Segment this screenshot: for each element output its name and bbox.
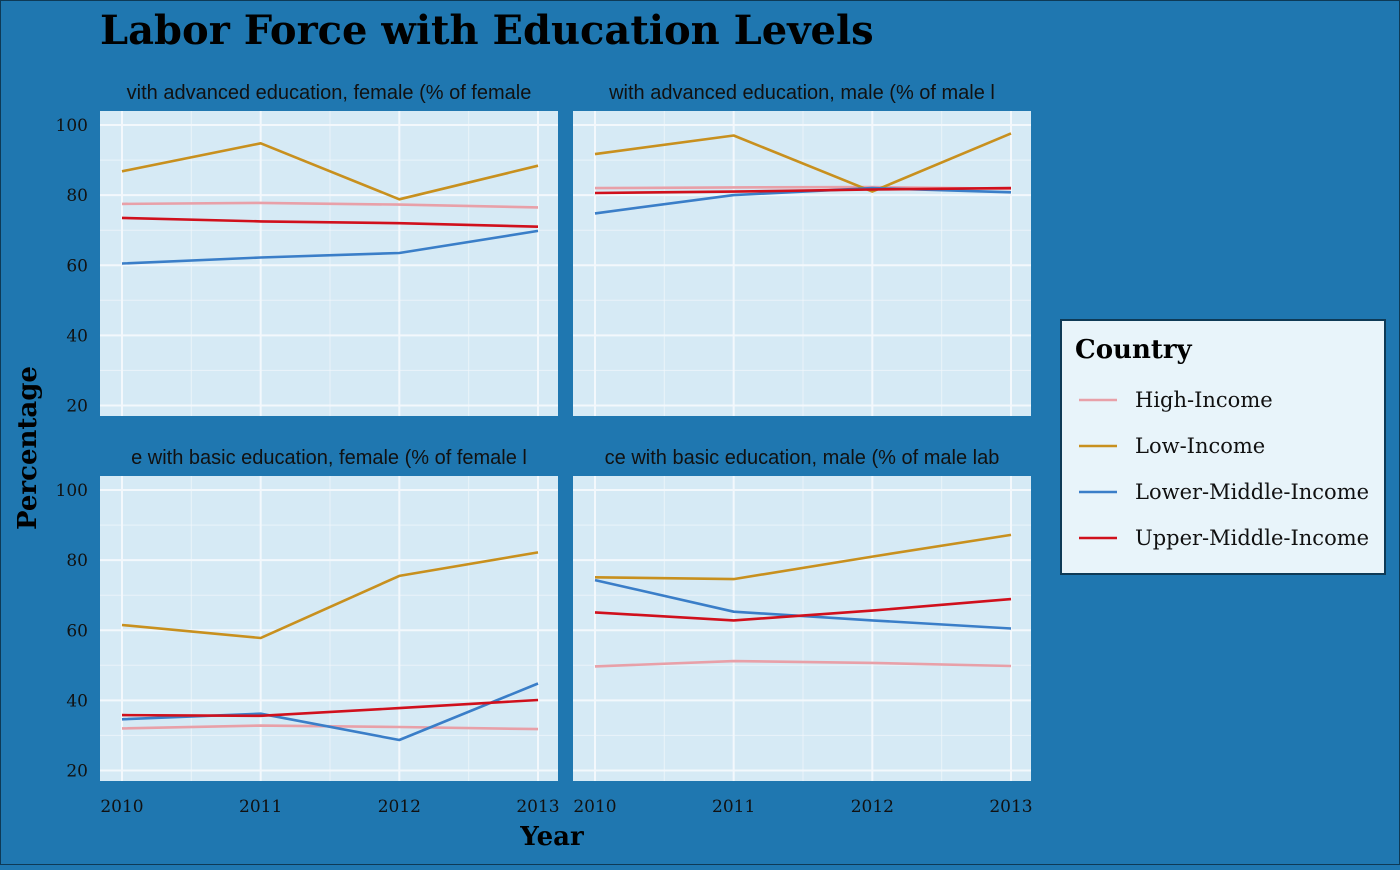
series-line-upper-middle-income xyxy=(594,597,1012,622)
y-tick-label: 20 xyxy=(66,761,88,781)
x-tick-label: 2013 xyxy=(989,797,1032,817)
y-tick-label: 40 xyxy=(66,691,88,711)
x-tick-label: 2012 xyxy=(378,797,421,817)
x-tick-label: 2010 xyxy=(100,797,143,817)
series-line-high-income xyxy=(121,201,539,209)
facet-strip-label: vith advanced education, female (% of fe… xyxy=(127,82,532,104)
y-tick-label: 60 xyxy=(66,256,88,276)
legend-title: Country xyxy=(1075,335,1193,365)
facet-panel: with advanced education, male (% of male… xyxy=(573,82,1031,416)
panel-background xyxy=(573,476,1031,781)
panels-layer: vith advanced education, female (% of fe… xyxy=(56,82,1033,817)
facet-strip-label: ce with basic education, male (% of male… xyxy=(605,447,1000,469)
y-tick-label: 100 xyxy=(56,116,88,136)
facet-panel: ce with basic education, male (% of male… xyxy=(573,447,1033,817)
y-tick-label: 80 xyxy=(66,186,88,206)
y-tick-label: 80 xyxy=(66,551,88,571)
y-tick-label: 20 xyxy=(66,396,88,416)
legend-label: Low-Income xyxy=(1135,434,1265,458)
chart-title: Labor Force with Education Levels xyxy=(100,7,874,54)
x-tick-label: 2011 xyxy=(712,797,755,817)
panel-background xyxy=(100,476,558,781)
x-tick-label: 2010 xyxy=(573,797,616,817)
facet-strip-label: with advanced education, male (% of male… xyxy=(608,82,995,104)
facet-panel: vith advanced education, female (% of fe… xyxy=(56,82,558,416)
series-line-upper-middle-income xyxy=(121,698,539,718)
series-line-low-income xyxy=(594,132,1012,193)
legend-label: Lower-Middle-Income xyxy=(1135,480,1369,504)
facet-panel: e with basic education, female (% of fem… xyxy=(56,447,560,817)
y-tick-label: 60 xyxy=(66,621,88,641)
series-line-low-income xyxy=(121,551,539,640)
x-tick-label: 2011 xyxy=(239,797,282,817)
x-tick-label: 2013 xyxy=(516,797,559,817)
facet-strip-label: e with basic education, female (% of fem… xyxy=(131,447,527,469)
series-line-low-income xyxy=(594,533,1012,581)
legend-label: High-Income xyxy=(1135,388,1273,412)
series-line-high-income xyxy=(594,659,1012,668)
legend-label: Upper-Middle-Income xyxy=(1135,526,1369,550)
y-tick-label: 40 xyxy=(66,326,88,346)
series-line-lower-middle-income xyxy=(121,229,539,265)
series-line-low-income xyxy=(121,142,539,201)
panel-background xyxy=(100,111,558,416)
legend: Country High-Income Low-Income Lower-Middl… xyxy=(1060,319,1386,575)
y-tick-label: 100 xyxy=(56,481,88,501)
x-axis-title: Year xyxy=(519,822,584,852)
series-line-upper-middle-income xyxy=(594,186,1012,195)
y-axis-title: Percentage xyxy=(13,366,43,530)
x-tick-label: 2012 xyxy=(851,797,894,817)
series-line-upper-middle-income xyxy=(121,216,539,228)
